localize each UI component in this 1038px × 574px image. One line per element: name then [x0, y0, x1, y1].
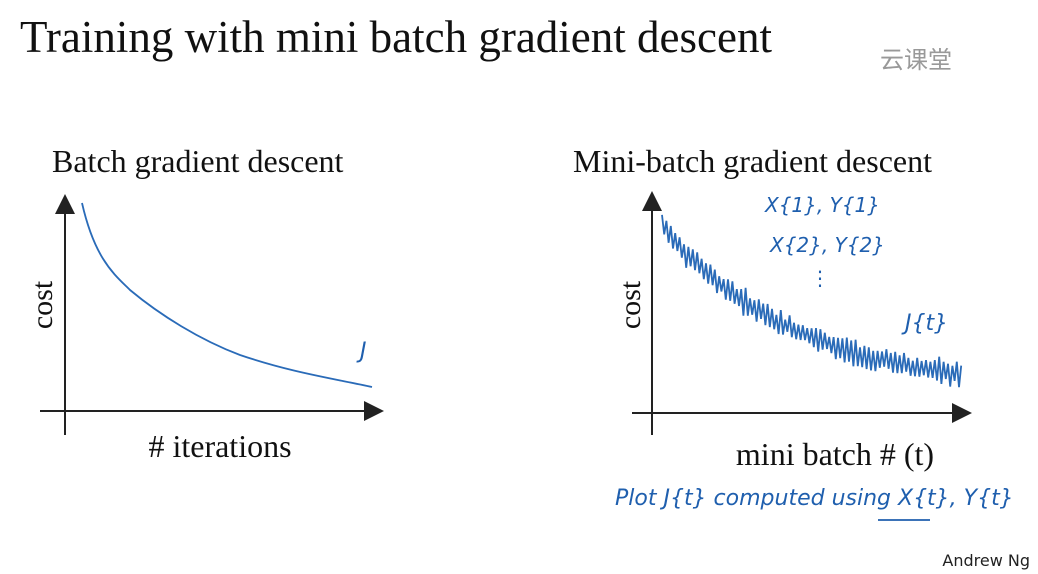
x-label: # iterations: [148, 428, 291, 464]
annotation: ⋮: [810, 266, 830, 290]
author: Andrew Ng: [942, 551, 1030, 570]
note: Plot J{t} computed using X{t}, Y{t}: [615, 486, 1014, 511]
y-label: cost: [26, 280, 59, 329]
slide-title: Training with mini batch gradient descen…: [20, 12, 772, 62]
annotation: X{2}, Y{2}: [769, 233, 885, 257]
panel-title: Batch gradient descent: [52, 143, 344, 179]
y-label: cost: [614, 280, 647, 329]
annotation: X{1}, Y{1}: [764, 193, 880, 217]
x-label: mini batch # (t): [736, 436, 934, 472]
annotation: J{t}: [901, 311, 948, 336]
curve-label: J: [356, 339, 367, 364]
panel-title: Mini-batch gradient descent: [573, 143, 932, 179]
cost-curve: [81, 202, 373, 388]
noisy-cost-curve: [661, 214, 963, 388]
watermark: 云课堂: [880, 46, 952, 74]
